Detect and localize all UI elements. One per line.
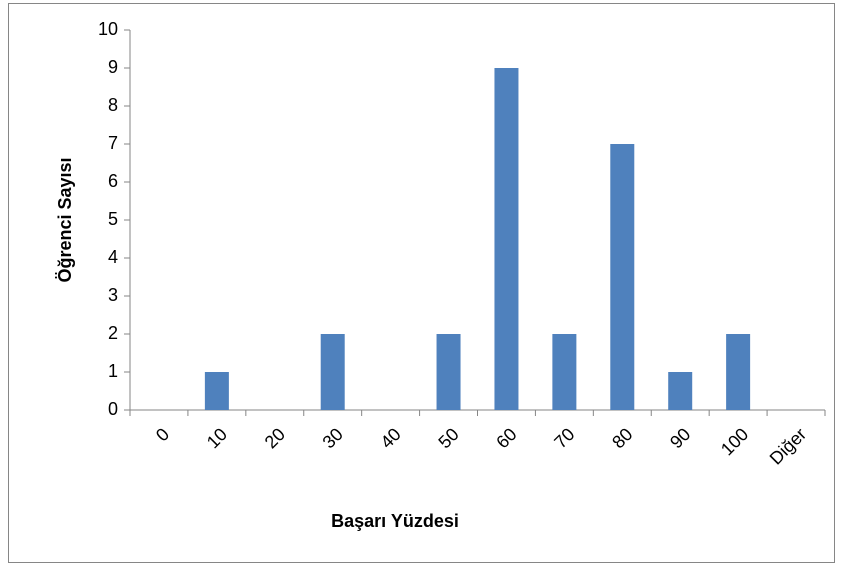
- bar: [610, 144, 635, 410]
- bar: [436, 334, 461, 410]
- bar: [494, 68, 519, 410]
- bar: [204, 372, 229, 410]
- y-tick-label: 3: [108, 285, 118, 305]
- bar: [668, 372, 693, 410]
- y-tick-label: 7: [108, 133, 118, 153]
- chart-border: [8, 3, 835, 563]
- y-tick-label: 6: [108, 171, 118, 191]
- y-tick-label: 10: [98, 19, 118, 39]
- y-axis-title: Öğrenci Sayısı: [55, 157, 75, 282]
- y-tick-label: 8: [108, 95, 118, 115]
- y-tick-label: 5: [108, 209, 118, 229]
- y-tick-label: 0: [108, 399, 118, 419]
- x-axis-title: Başarı Yüzdesi: [331, 511, 459, 531]
- bar: [726, 334, 751, 410]
- bar: [552, 334, 577, 410]
- y-tick-label: 1: [108, 361, 118, 381]
- y-tick-label: 2: [108, 323, 118, 343]
- y-tick-label: 9: [108, 57, 118, 77]
- y-tick-label: 4: [108, 247, 118, 267]
- bar: [320, 334, 345, 410]
